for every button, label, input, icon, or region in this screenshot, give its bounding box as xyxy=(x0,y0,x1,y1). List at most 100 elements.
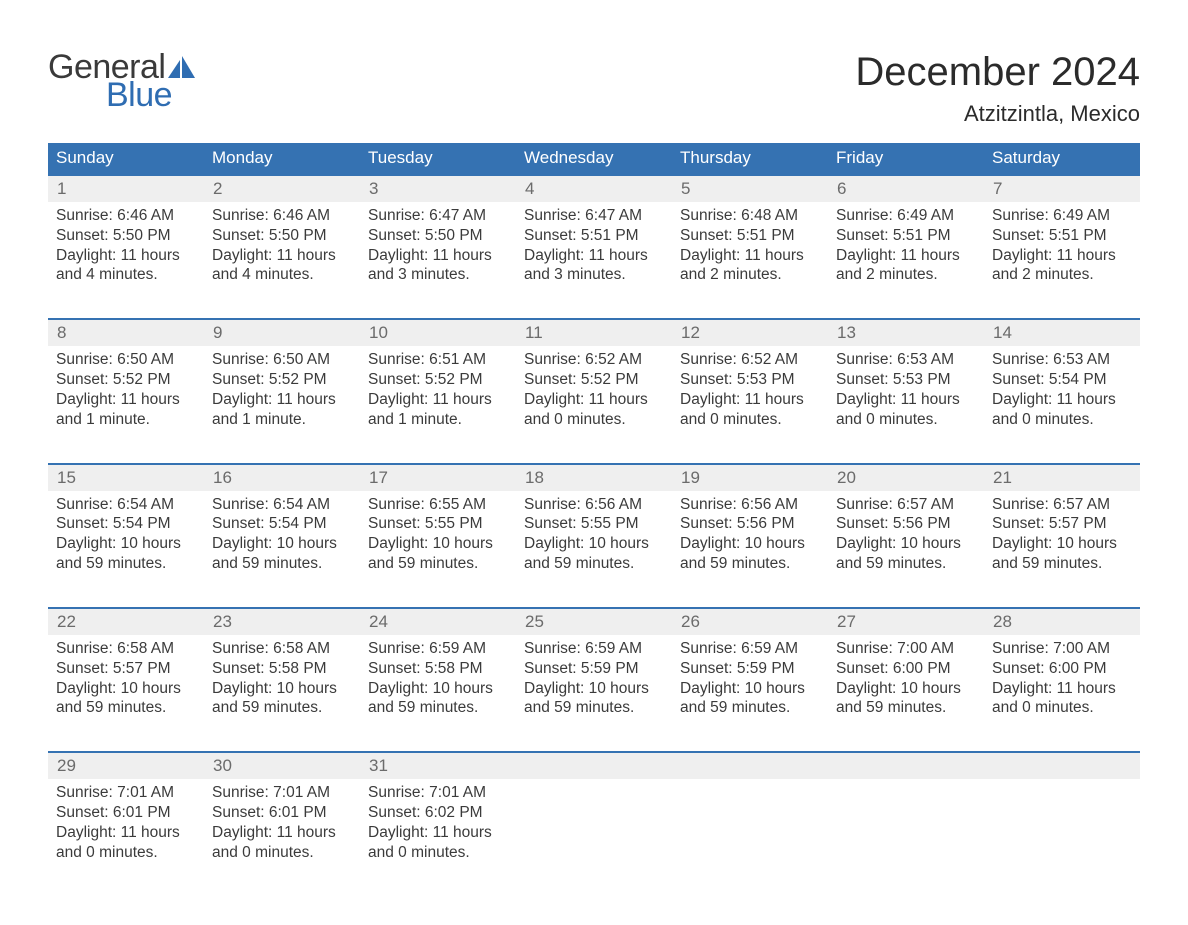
day-details-cell: Sunrise: 6:54 AMSunset: 5:54 PMDaylight:… xyxy=(48,491,204,596)
detail-line: and 59 minutes. xyxy=(56,554,196,574)
day-details: Sunrise: 6:49 AMSunset: 5:51 PMDaylight:… xyxy=(828,202,984,307)
detail-line: Daylight: 10 hours xyxy=(836,679,976,699)
week-details-row: Sunrise: 6:58 AMSunset: 5:57 PMDaylight:… xyxy=(48,635,1140,740)
detail-line: Sunrise: 6:47 AM xyxy=(524,206,664,226)
weekday-header: Friday xyxy=(828,143,984,175)
day-number-cell: 29 xyxy=(48,752,204,779)
day-details-cell: Sunrise: 7:01 AMSunset: 6:02 PMDaylight:… xyxy=(360,779,516,884)
detail-line: Daylight: 11 hours xyxy=(212,823,352,843)
brand-word-2: Blue xyxy=(106,78,196,112)
day-number: 25 xyxy=(517,610,671,634)
day-number-cell xyxy=(984,752,1140,779)
detail-line: and 2 minutes. xyxy=(836,265,976,285)
day-number: 11 xyxy=(517,321,671,345)
detail-line: and 59 minutes. xyxy=(680,698,820,718)
detail-line: and 59 minutes. xyxy=(992,554,1132,574)
day-details-cell: Sunrise: 6:52 AMSunset: 5:52 PMDaylight:… xyxy=(516,346,672,451)
day-number-cell: 11 xyxy=(516,319,672,346)
detail-line: and 0 minutes. xyxy=(524,410,664,430)
day-details-cell: Sunrise: 6:59 AMSunset: 5:59 PMDaylight:… xyxy=(516,635,672,740)
detail-line: Sunrise: 6:54 AM xyxy=(56,495,196,515)
week-details-row: Sunrise: 6:50 AMSunset: 5:52 PMDaylight:… xyxy=(48,346,1140,451)
detail-line: Sunrise: 6:49 AM xyxy=(992,206,1132,226)
detail-line: and 59 minutes. xyxy=(212,554,352,574)
detail-line: Sunset: 5:52 PM xyxy=(368,370,508,390)
day-details-cell: Sunrise: 7:01 AMSunset: 6:01 PMDaylight:… xyxy=(204,779,360,884)
detail-line: Daylight: 11 hours xyxy=(56,823,196,843)
detail-line: Sunset: 5:55 PM xyxy=(368,514,508,534)
day-number: 9 xyxy=(205,321,359,345)
day-number: 26 xyxy=(673,610,827,634)
detail-line: and 0 minutes. xyxy=(56,843,196,863)
detail-line: and 59 minutes. xyxy=(680,554,820,574)
day-number-cell: 26 xyxy=(672,608,828,635)
detail-line: Sunset: 5:52 PM xyxy=(212,370,352,390)
day-details xyxy=(828,779,984,805)
day-details: Sunrise: 6:49 AMSunset: 5:51 PMDaylight:… xyxy=(984,202,1140,307)
day-number-cell: 24 xyxy=(360,608,516,635)
detail-line: Sunrise: 6:59 AM xyxy=(680,639,820,659)
detail-line: and 0 minutes. xyxy=(368,843,508,863)
day-details: Sunrise: 6:55 AMSunset: 5:55 PMDaylight:… xyxy=(360,491,516,596)
week-details-row: Sunrise: 6:46 AMSunset: 5:50 PMDaylight:… xyxy=(48,202,1140,307)
detail-line: Sunset: 5:54 PM xyxy=(992,370,1132,390)
detail-line: Sunrise: 7:01 AM xyxy=(56,783,196,803)
day-number: 10 xyxy=(361,321,515,345)
day-number: 20 xyxy=(829,466,983,490)
detail-line: Sunset: 5:54 PM xyxy=(56,514,196,534)
detail-line: Sunrise: 6:58 AM xyxy=(212,639,352,659)
detail-line: and 59 minutes. xyxy=(524,698,664,718)
detail-line: Sunset: 5:50 PM xyxy=(368,226,508,246)
day-details-cell xyxy=(672,779,828,884)
day-number: 4 xyxy=(517,177,671,201)
detail-line: Daylight: 11 hours xyxy=(992,246,1132,266)
detail-line: Daylight: 11 hours xyxy=(524,246,664,266)
day-number xyxy=(829,764,983,768)
detail-line: Daylight: 11 hours xyxy=(56,246,196,266)
detail-line: and 1 minute. xyxy=(212,410,352,430)
day-details-cell: Sunrise: 6:57 AMSunset: 5:57 PMDaylight:… xyxy=(984,491,1140,596)
detail-line: Sunrise: 6:56 AM xyxy=(524,495,664,515)
day-details: Sunrise: 6:59 AMSunset: 5:59 PMDaylight:… xyxy=(516,635,672,740)
day-number-cell: 5 xyxy=(672,175,828,202)
day-number: 17 xyxy=(361,466,515,490)
brand-logo: General Blue xyxy=(48,50,196,112)
detail-line: Sunrise: 6:52 AM xyxy=(524,350,664,370)
detail-line: Sunset: 5:59 PM xyxy=(524,659,664,679)
detail-line: Sunrise: 6:59 AM xyxy=(368,639,508,659)
day-details-cell: Sunrise: 6:47 AMSunset: 5:50 PMDaylight:… xyxy=(360,202,516,307)
detail-line: and 59 minutes. xyxy=(56,698,196,718)
detail-line: Sunrise: 7:00 AM xyxy=(836,639,976,659)
day-number-cell: 14 xyxy=(984,319,1140,346)
weekday-header: Saturday xyxy=(984,143,1140,175)
day-details: Sunrise: 6:48 AMSunset: 5:51 PMDaylight:… xyxy=(672,202,828,307)
day-number: 5 xyxy=(673,177,827,201)
detail-line: Sunset: 5:51 PM xyxy=(992,226,1132,246)
day-details: Sunrise: 6:59 AMSunset: 5:58 PMDaylight:… xyxy=(360,635,516,740)
day-details: Sunrise: 7:00 AMSunset: 6:00 PMDaylight:… xyxy=(984,635,1140,740)
day-details-cell: Sunrise: 6:55 AMSunset: 5:55 PMDaylight:… xyxy=(360,491,516,596)
weekday-header: Tuesday xyxy=(360,143,516,175)
day-number: 7 xyxy=(985,177,1139,201)
detail-line: Sunset: 5:58 PM xyxy=(368,659,508,679)
day-details-cell: Sunrise: 6:58 AMSunset: 5:57 PMDaylight:… xyxy=(48,635,204,740)
day-number-cell: 30 xyxy=(204,752,360,779)
day-details-cell: Sunrise: 7:00 AMSunset: 6:00 PMDaylight:… xyxy=(984,635,1140,740)
day-number: 31 xyxy=(361,754,515,778)
day-number-cell: 27 xyxy=(828,608,984,635)
day-number-cell xyxy=(672,752,828,779)
detail-line: and 0 minutes. xyxy=(680,410,820,430)
day-number: 24 xyxy=(361,610,515,634)
day-number: 3 xyxy=(361,177,515,201)
day-number-cell: 17 xyxy=(360,464,516,491)
detail-line: Sunrise: 6:50 AM xyxy=(56,350,196,370)
day-details-cell: Sunrise: 6:58 AMSunset: 5:58 PMDaylight:… xyxy=(204,635,360,740)
detail-line: Sunrise: 6:53 AM xyxy=(992,350,1132,370)
day-details: Sunrise: 6:54 AMSunset: 5:54 PMDaylight:… xyxy=(204,491,360,596)
detail-line: and 1 minute. xyxy=(56,410,196,430)
detail-line: and 0 minutes. xyxy=(992,410,1132,430)
day-details-cell: Sunrise: 7:01 AMSunset: 6:01 PMDaylight:… xyxy=(48,779,204,884)
day-number: 28 xyxy=(985,610,1139,634)
day-details: Sunrise: 6:46 AMSunset: 5:50 PMDaylight:… xyxy=(204,202,360,307)
detail-line: Sunrise: 7:01 AM xyxy=(368,783,508,803)
